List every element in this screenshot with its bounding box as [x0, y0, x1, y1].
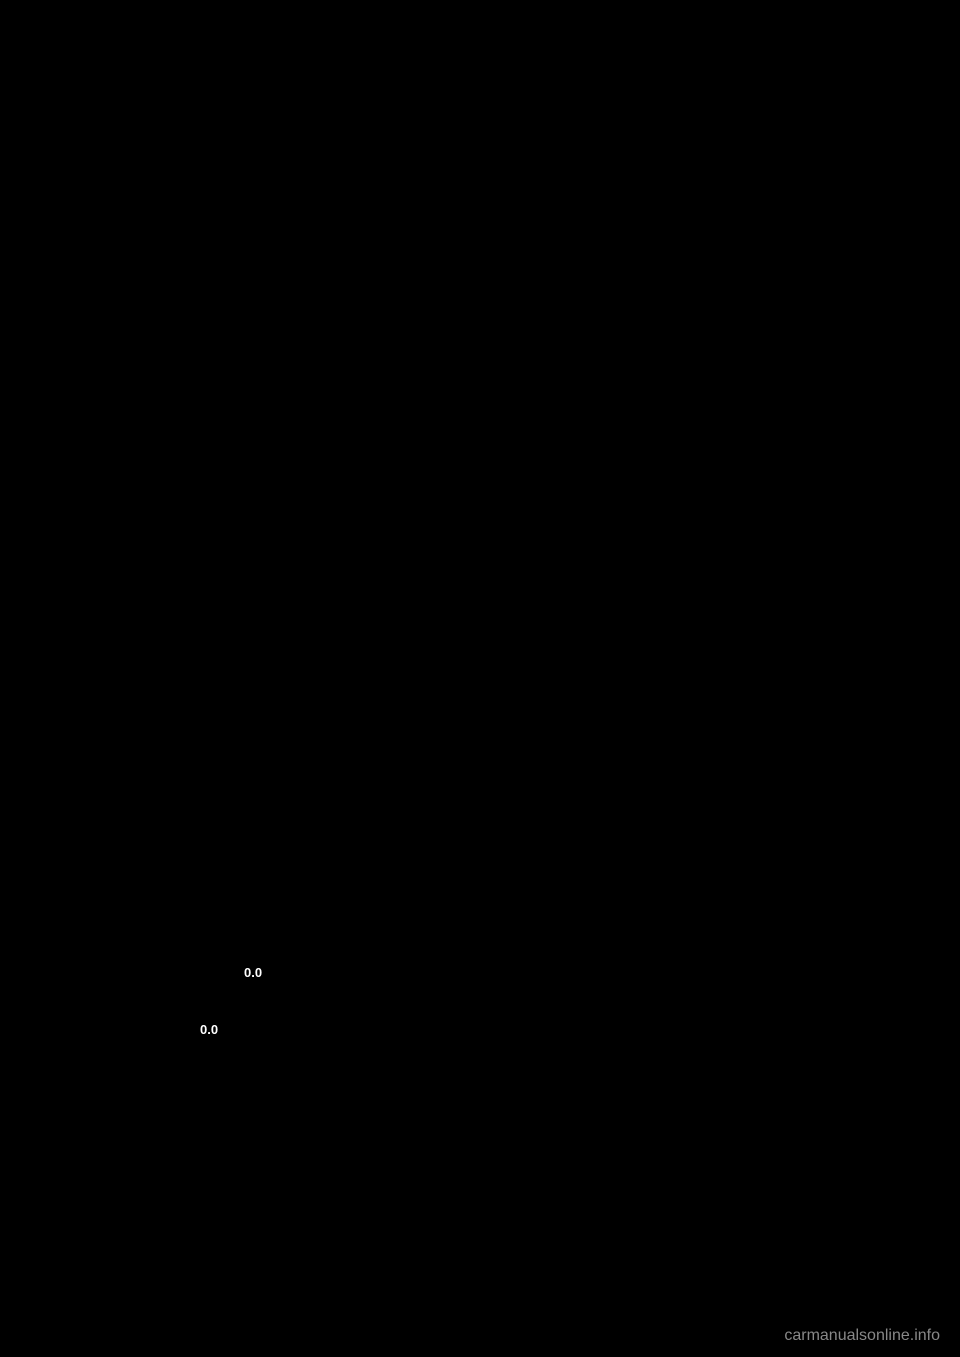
watermark-text: carmanualsonline.info	[784, 1327, 940, 1345]
value-text: 0.0	[244, 965, 262, 981]
value-text: 0.0	[200, 1022, 218, 1038]
document-page: 0.0 0.0 carmanualsonline.info	[0, 0, 960, 1357]
